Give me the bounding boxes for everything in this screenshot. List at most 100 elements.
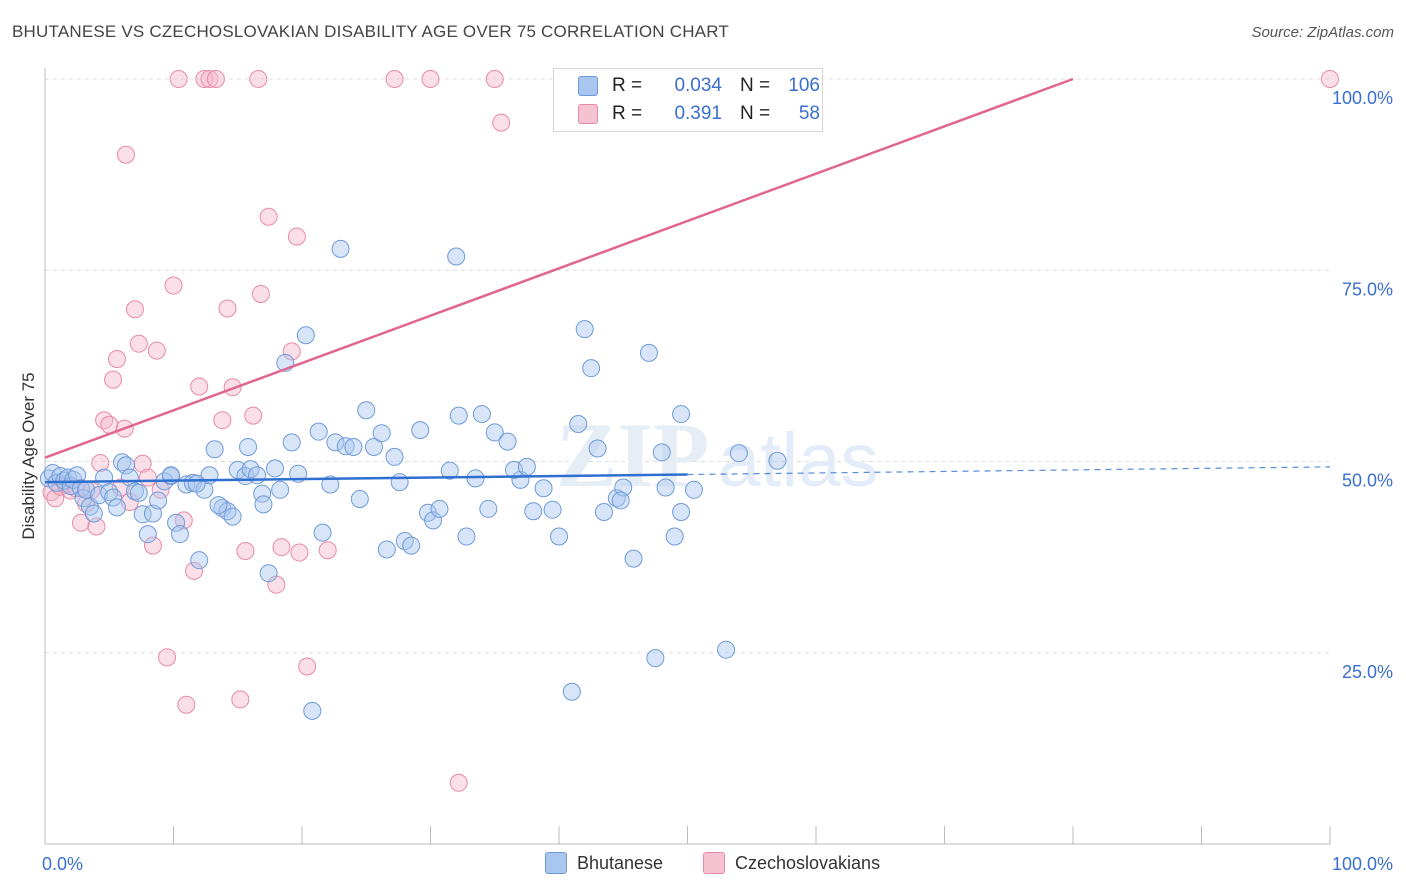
- bhutanese-point: [717, 640, 736, 659]
- czechoslovakians-point: [213, 411, 232, 430]
- czechoslovakians-point: [143, 536, 162, 555]
- bhutanese-point: [170, 525, 189, 544]
- bhutanese-point: [282, 433, 301, 452]
- czechoslovakians-point: [177, 695, 196, 714]
- bhutanese-point: [190, 551, 209, 570]
- bhutanese-point: [646, 649, 665, 668]
- czechoslovakians-point: [116, 145, 135, 164]
- legend-r-label: R =: [612, 103, 643, 124]
- bhutanese-point: [656, 478, 675, 497]
- bhutanese-point: [223, 507, 242, 526]
- czechoslovakians-point: [1321, 70, 1339, 88]
- czechoslovakians-point: [485, 70, 504, 88]
- bhutanese-trendline: [44, 473, 688, 484]
- bhutanese-point: [149, 491, 168, 510]
- bhutanese-point: [129, 483, 148, 502]
- czechoslovakians-point: [104, 370, 123, 389]
- czechoslovakians-point: [421, 70, 440, 88]
- czechoslovakians-point: [111, 478, 130, 497]
- y-axis-label: Disability Age Over 75: [19, 372, 38, 539]
- czechoslovakians-point: [46, 489, 65, 508]
- czechoslovakians-point: [164, 276, 183, 295]
- axes: [44, 68, 1331, 845]
- czechoslovakians-point: [169, 70, 188, 88]
- bhutanese-point: [326, 433, 345, 452]
- legend-n-label: N =: [740, 103, 771, 124]
- legend-n-value: 58: [798, 103, 820, 124]
- legend-row-czechoslovakians: R = 0.391 N = 58: [578, 101, 820, 127]
- czechoslovakians-point: [236, 542, 255, 561]
- bhutanese-point: [729, 444, 748, 463]
- bhutanese-point: [485, 423, 504, 442]
- bhutanese-point: [321, 475, 340, 494]
- bhutanese-point: [331, 239, 350, 258]
- bhutanese-point: [259, 564, 278, 583]
- czechoslovakians-point: [107, 349, 126, 368]
- source-label: Source: ZipAtlas.com: [1251, 24, 1394, 41]
- bhutanese-point: [575, 320, 594, 339]
- watermark-zip: ZIP: [556, 404, 709, 506]
- bhutanese-point: [372, 424, 391, 443]
- czechoslovakians-point: [91, 454, 110, 473]
- bhutanese-point: [534, 479, 553, 498]
- bhutanese-point: [569, 415, 588, 434]
- bhutanese-point: [472, 405, 491, 424]
- bhutanese-point: [430, 499, 449, 518]
- bhutanese-point: [116, 456, 135, 475]
- bhutanese-point: [424, 511, 443, 530]
- bhutanese-point: [218, 502, 237, 521]
- bhutanese-point: [104, 488, 123, 507]
- bhutanese-point: [239, 437, 258, 456]
- czechoslovakians-point: [282, 342, 301, 361]
- czechoslovakians-point: [290, 543, 309, 562]
- tick-labels: 25.0% 50.0% 75.0% 100.0% 0.0% 100.0%: [42, 88, 1393, 874]
- czechoslovakians-points: [42, 70, 1339, 792]
- bhutanese-point: [390, 473, 409, 492]
- czechoslovakians-point: [251, 284, 270, 303]
- y-tick-label: 50.0%: [1342, 471, 1393, 491]
- series-legend: Bhutanese Czechoslovakians: [0, 852, 1406, 876]
- x-tick-label: 100.0%: [1332, 854, 1393, 874]
- bhutanese-point: [138, 525, 157, 544]
- bhutanese-point: [611, 491, 630, 510]
- bhutanese-point: [440, 461, 459, 480]
- czechoslovakians-point: [272, 538, 291, 557]
- bhutanese-point: [296, 326, 315, 345]
- czechoslovakians-point: [287, 227, 306, 246]
- czechoslovakians-point: [185, 561, 204, 580]
- bhutanese-point: [665, 527, 684, 546]
- czechoslovakians-point: [244, 406, 263, 425]
- czechoslovakians-point: [385, 70, 404, 88]
- trendlines: [44, 77, 1331, 484]
- czechoslovakians-point: [231, 690, 250, 709]
- czechoslovakians-point: [129, 334, 148, 353]
- bhutanese-point: [377, 540, 396, 559]
- bhutanese-point: [205, 440, 224, 459]
- watermark-atlas: atlas: [718, 418, 879, 503]
- legend-swatch-blue: [545, 852, 567, 874]
- bhutanese-point: [271, 480, 290, 499]
- czechoslovakians-point: [492, 113, 511, 132]
- y-tick-label: 100.0%: [1332, 88, 1393, 108]
- bhutanese-point: [89, 486, 108, 505]
- bhutanese-point: [684, 480, 703, 499]
- bhutanese-point: [344, 437, 363, 456]
- legend-item-czechoslovakians: Czechoslovakians: [703, 852, 880, 874]
- bhutanese-point: [248, 466, 267, 485]
- czechoslovakians-point: [259, 207, 278, 226]
- bhutanese-point: [395, 532, 414, 551]
- legend-r-value: 0.391: [674, 103, 722, 124]
- bhutanese-point: [133, 505, 152, 524]
- bhutanese-point: [313, 523, 332, 542]
- bhutanese-point: [385, 447, 404, 466]
- bhutanese-point: [594, 502, 613, 521]
- bhutanese-point: [588, 439, 607, 458]
- legend-swatch-pink: [578, 104, 598, 124]
- bhutanese-point: [517, 457, 536, 476]
- gridlines: [45, 78, 1330, 654]
- czechoslovakians-point: [200, 70, 219, 88]
- bhutanese-point: [107, 498, 126, 517]
- bhutanese-point: [187, 474, 206, 493]
- legend-swatch-blue: [578, 76, 598, 96]
- bhutanese-point: [84, 504, 103, 523]
